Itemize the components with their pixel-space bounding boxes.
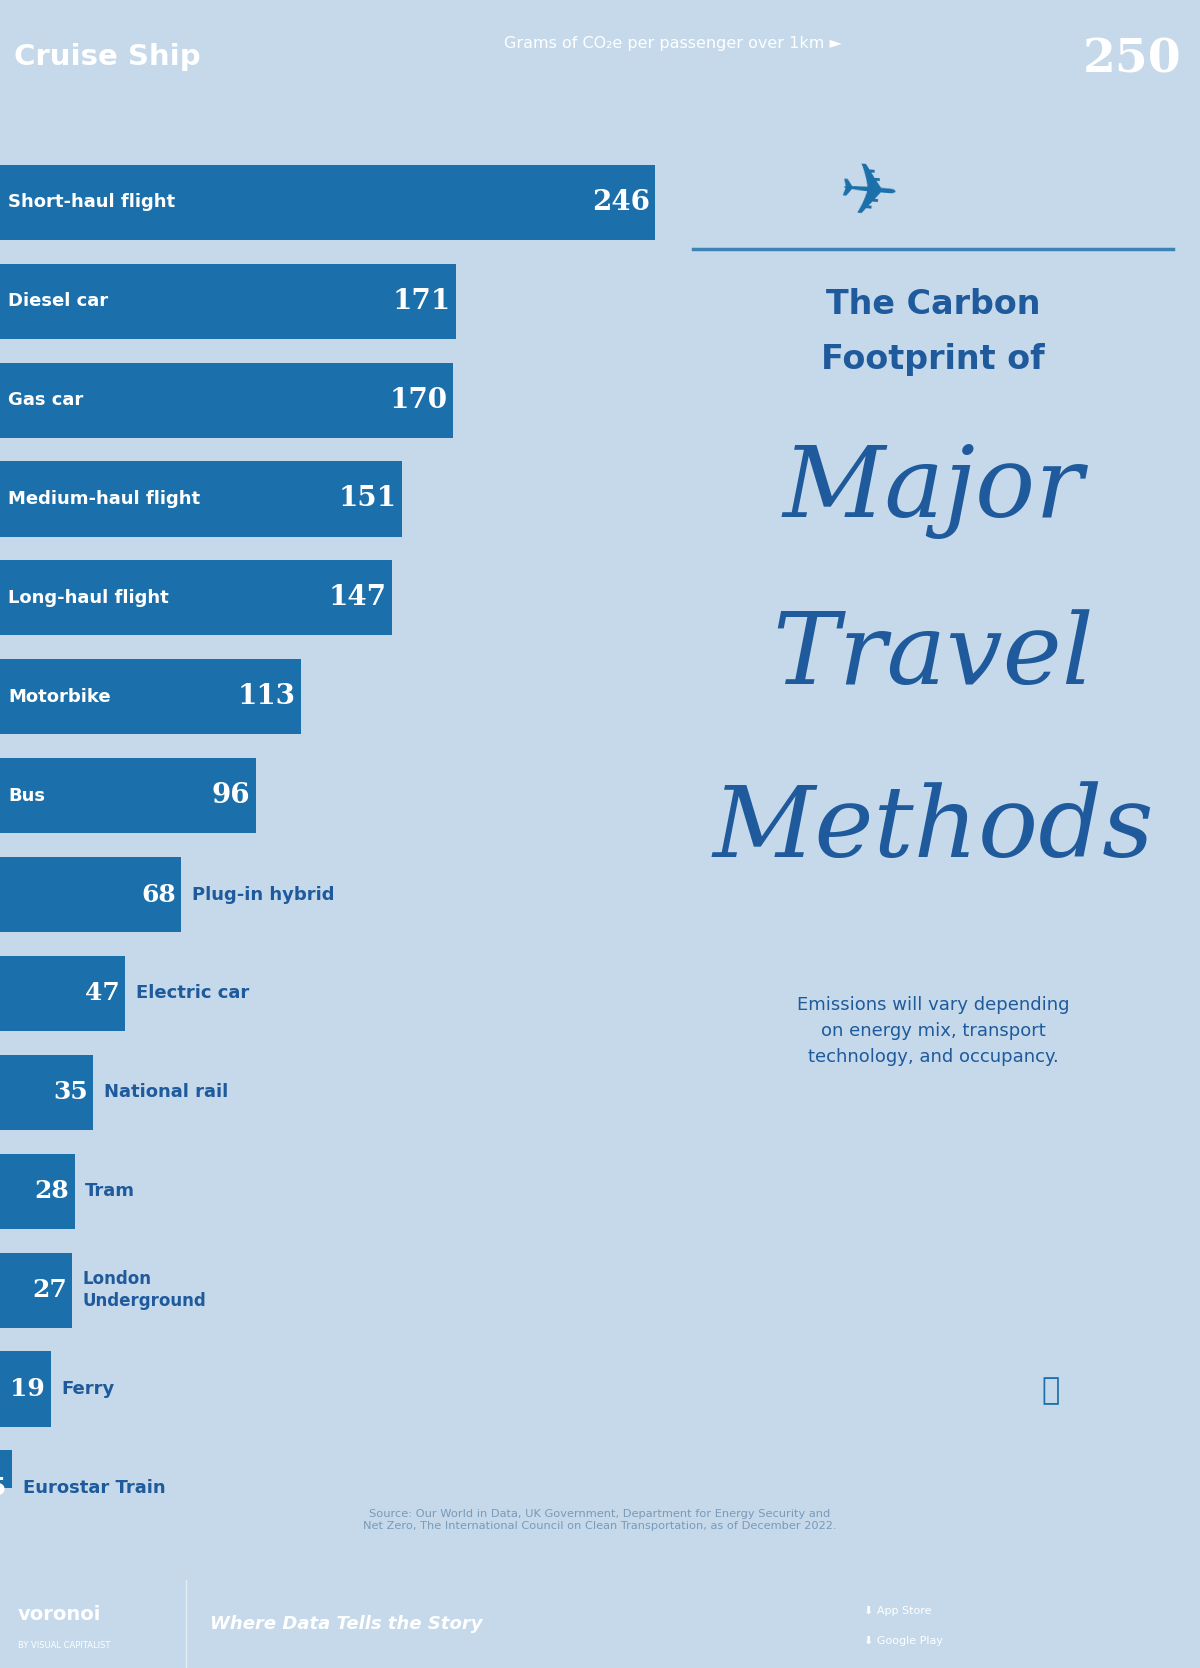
Text: Electric car: Electric car <box>136 984 250 1002</box>
Text: 147: 147 <box>329 584 386 612</box>
Text: Tram: Tram <box>85 1183 136 1201</box>
Text: 170: 170 <box>390 387 448 414</box>
Text: Where Data Tells the Story: Where Data Tells the Story <box>210 1615 482 1633</box>
Text: Ferry: Ferry <box>61 1379 114 1398</box>
Text: 4.5: 4.5 <box>0 1476 7 1500</box>
FancyBboxPatch shape <box>0 1351 50 1426</box>
Text: 96: 96 <box>211 782 251 809</box>
Text: Motorbike: Motorbike <box>8 687 110 706</box>
FancyBboxPatch shape <box>0 560 391 636</box>
FancyBboxPatch shape <box>0 1449 12 1526</box>
FancyBboxPatch shape <box>0 1154 74 1229</box>
Text: ✈: ✈ <box>835 158 902 234</box>
Text: National rail: National rail <box>104 1083 228 1101</box>
Text: London
Underground: London Underground <box>83 1269 206 1309</box>
Text: 246: 246 <box>592 188 650 215</box>
Text: Gas car: Gas car <box>8 390 83 409</box>
Text: Source: Our World in Data, UK Government, Department for Energy Security and
Net: Source: Our World in Data, UK Government… <box>364 1510 836 1531</box>
Text: voronoi: voronoi <box>18 1606 101 1625</box>
FancyBboxPatch shape <box>0 362 452 437</box>
Text: Plug-in hybrid: Plug-in hybrid <box>192 886 335 904</box>
Text: 19: 19 <box>11 1378 46 1401</box>
Text: Footprint of: Footprint of <box>821 344 1045 375</box>
Text: Medium-haul flight: Medium-haul flight <box>8 490 200 509</box>
FancyBboxPatch shape <box>0 1054 94 1129</box>
Text: BY VISUAL CAPITALIST: BY VISUAL CAPITALIST <box>18 1641 110 1650</box>
Text: 47: 47 <box>85 981 120 1006</box>
Text: Travel: Travel <box>772 609 1094 706</box>
FancyBboxPatch shape <box>0 1253 72 1328</box>
Text: 171: 171 <box>392 287 450 315</box>
Text: Short-haul flight: Short-haul flight <box>8 193 175 212</box>
Text: ⬇ Google Play: ⬇ Google Play <box>864 1636 943 1646</box>
Text: Cruise Ship: Cruise Ship <box>14 43 202 70</box>
Text: 🚗: 🚗 <box>1042 1376 1060 1406</box>
Text: 151: 151 <box>338 485 397 512</box>
FancyBboxPatch shape <box>0 757 256 834</box>
Text: 35: 35 <box>53 1081 88 1104</box>
Text: 27: 27 <box>32 1278 67 1303</box>
Text: Major: Major <box>782 444 1084 539</box>
Text: Long-haul flight: Long-haul flight <box>8 589 169 607</box>
Text: Emissions will vary depending
on energy mix, transport
technology, and occupancy: Emissions will vary depending on energy … <box>797 996 1069 1066</box>
Text: ⬇ App Store: ⬇ App Store <box>864 1606 931 1616</box>
Text: 250: 250 <box>1084 37 1182 83</box>
FancyBboxPatch shape <box>0 956 125 1031</box>
Text: 68: 68 <box>142 882 176 906</box>
Text: Eurostar Train: Eurostar Train <box>23 1480 166 1496</box>
FancyBboxPatch shape <box>0 659 301 734</box>
Text: 28: 28 <box>35 1179 70 1203</box>
Text: The Carbon: The Carbon <box>826 287 1040 320</box>
Text: Grams of CO₂e per passenger over 1km ►: Grams of CO₂e per passenger over 1km ► <box>504 37 841 52</box>
Text: Methods: Methods <box>712 782 1154 877</box>
FancyBboxPatch shape <box>0 857 181 932</box>
Text: Bus: Bus <box>8 787 44 804</box>
FancyBboxPatch shape <box>0 462 402 537</box>
Text: Diesel car: Diesel car <box>8 292 108 310</box>
Text: 113: 113 <box>238 684 295 711</box>
FancyBboxPatch shape <box>0 165 655 240</box>
FancyBboxPatch shape <box>0 264 456 339</box>
